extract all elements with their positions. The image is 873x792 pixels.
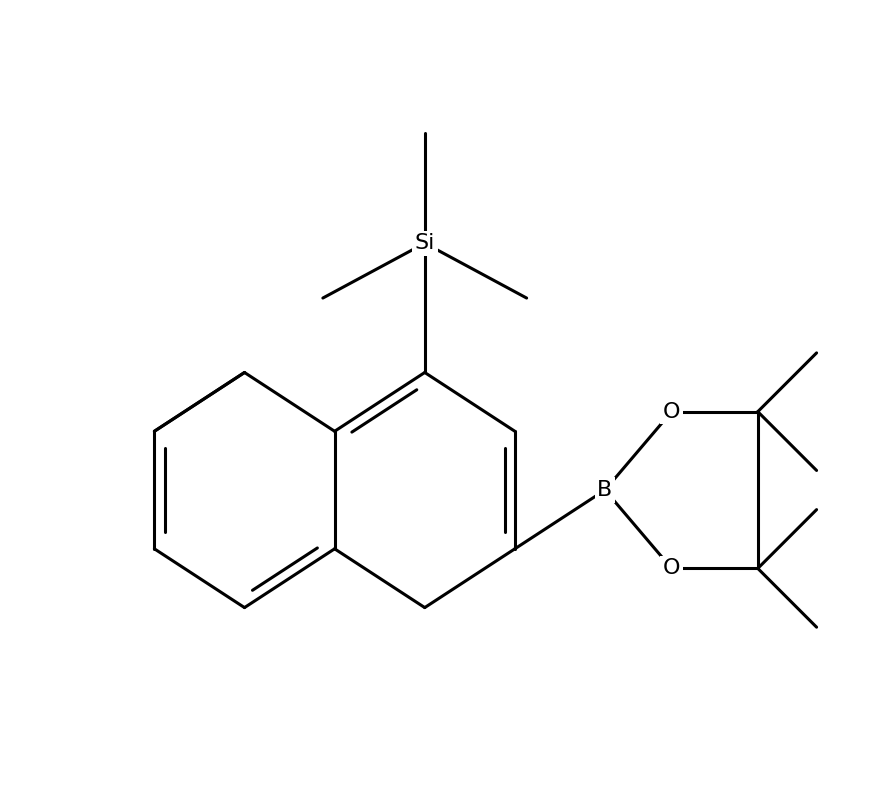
Text: Si: Si: [415, 233, 435, 253]
Text: O: O: [663, 402, 680, 421]
Text: B: B: [597, 480, 613, 500]
Text: O: O: [663, 558, 680, 578]
